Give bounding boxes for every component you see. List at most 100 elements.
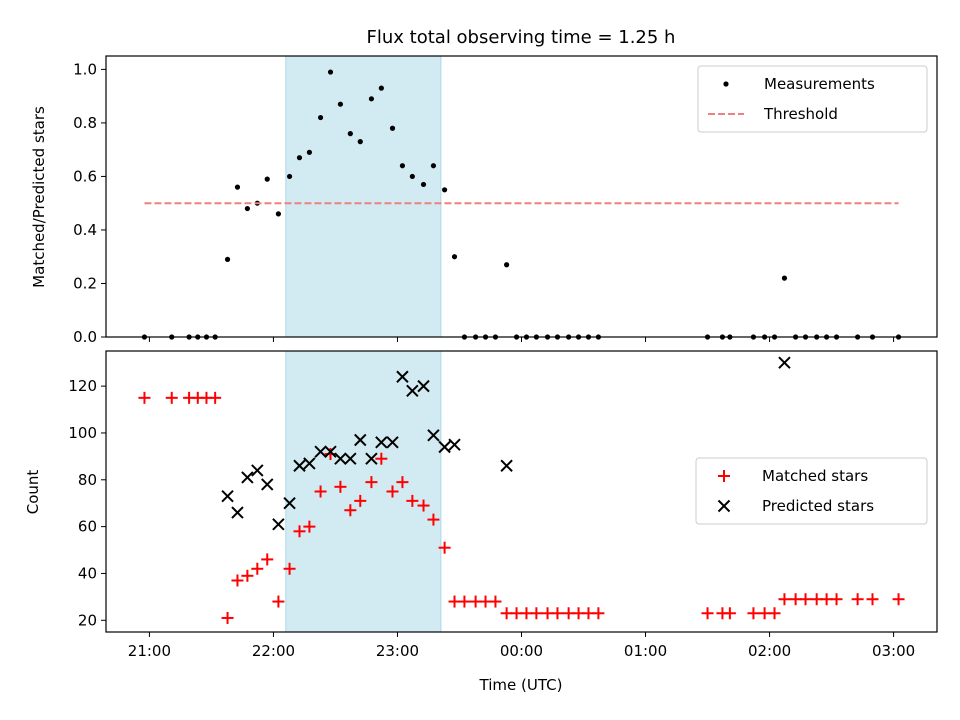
data-point: [272, 518, 285, 531]
data-point: [286, 173, 293, 180]
data-point: [272, 595, 285, 608]
data-point: [723, 607, 736, 620]
data-point: [275, 211, 282, 217]
data-point: [778, 593, 791, 606]
data-point: [442, 187, 448, 193]
data-point: [386, 485, 399, 498]
data-point: [221, 489, 234, 503]
data-point: [357, 139, 363, 145]
data-point: [354, 433, 367, 447]
data-point: [768, 607, 781, 620]
data-point: [293, 459, 306, 472]
data-point: [458, 595, 471, 608]
shaded-observing-window: [285, 55, 442, 338]
data-point: [375, 452, 388, 465]
data-point: [334, 480, 347, 493]
data-point: [251, 464, 264, 477]
data-point: [317, 114, 324, 121]
y-tick-label: 100: [68, 424, 97, 442]
y-tick-label: 40: [78, 564, 97, 582]
data-point: [406, 384, 419, 398]
data-point: [448, 438, 461, 451]
data-point: [241, 471, 254, 484]
legend-box: [697, 65, 928, 133]
data-point: [231, 574, 244, 587]
legend-entry: Measurements: [723, 75, 875, 93]
x-tick-label: 00:00: [500, 642, 543, 660]
data-point: [866, 593, 879, 606]
data-point: [500, 459, 513, 472]
data-point: [386, 436, 399, 449]
data-point: [244, 205, 250, 212]
data-point: [747, 607, 760, 620]
y-tick-label: 0.6: [73, 167, 97, 185]
data-point: [365, 476, 378, 489]
data-point: [344, 452, 357, 465]
data-point: [504, 262, 510, 268]
data-point: [417, 379, 430, 393]
data-point: [592, 607, 605, 620]
data-point: [231, 506, 244, 519]
bottom-y-axis-label: Count: [24, 470, 42, 515]
data-point: [389, 125, 396, 131]
data-point: [209, 391, 222, 404]
data-point: [375, 436, 388, 449]
y-tick-label: 60: [78, 518, 97, 536]
data-point: [892, 593, 905, 606]
data-point: [224, 256, 231, 262]
series-matched-stars: [138, 391, 905, 624]
data-point: [314, 445, 327, 458]
data-point: [303, 457, 316, 470]
legend-entry: Threshold: [708, 105, 838, 123]
x-tick-label: 02:00: [748, 642, 791, 660]
bottom-panel-count-plot: 20 40 60 80 100 120 21:00 22:00 23:00 00:00 01:00 0…: [68, 350, 938, 660]
y-tick-label: 0.2: [73, 274, 97, 292]
x-tick-label: 21:00: [128, 642, 171, 660]
data-point: [451, 254, 458, 260]
data-point: [251, 562, 264, 575]
data-point: [365, 452, 378, 465]
data-point: [261, 553, 274, 566]
data-point: [334, 452, 347, 465]
data-point: [409, 173, 415, 180]
data-point: [396, 370, 409, 383]
data-point: [701, 607, 714, 620]
data-point: [781, 275, 788, 281]
legend-marker: [717, 499, 731, 513]
data-point: [347, 131, 353, 137]
legend-marker: [723, 81, 729, 87]
data-point: [241, 569, 254, 582]
data-point: [438, 440, 451, 454]
data-point: [234, 184, 241, 190]
data-point: [368, 96, 375, 102]
data-point: [438, 541, 451, 554]
data-point: [354, 494, 367, 507]
y-tick-label: 1.0: [73, 60, 97, 78]
legend-entry: Predicted stars: [717, 497, 874, 515]
x-tick-label: 01:00: [624, 642, 667, 660]
x-tick-label: 22:00: [252, 642, 295, 660]
shaded-observing-window: [285, 350, 442, 633]
legend-label: Predicted stars: [762, 497, 874, 515]
data-point: [283, 497, 296, 510]
data-point: [530, 607, 543, 620]
legend-marker: [718, 470, 730, 482]
data-point: [430, 163, 437, 169]
legend-entry: Matched stars: [718, 467, 868, 485]
data-point: [314, 485, 327, 498]
data-point: [396, 476, 409, 489]
y-tick-label: 0.0: [73, 328, 97, 346]
x-axis-label: Time (UTC): [479, 676, 563, 694]
y-tick-label: 120: [68, 377, 97, 395]
y-tick-label: 20: [78, 611, 97, 629]
legend: Matched stars Predicted stars: [695, 457, 928, 525]
legend-box: [695, 457, 928, 525]
data-point: [378, 85, 384, 91]
data-point: [489, 595, 502, 608]
top-panel-ratio-plot: 0.0 0.2 0.4 0.6 0.8 1.0 Measurements Threshold: [73, 55, 938, 346]
data-point: [306, 149, 313, 155]
data-point: [296, 155, 303, 161]
data-point: [399, 163, 406, 169]
